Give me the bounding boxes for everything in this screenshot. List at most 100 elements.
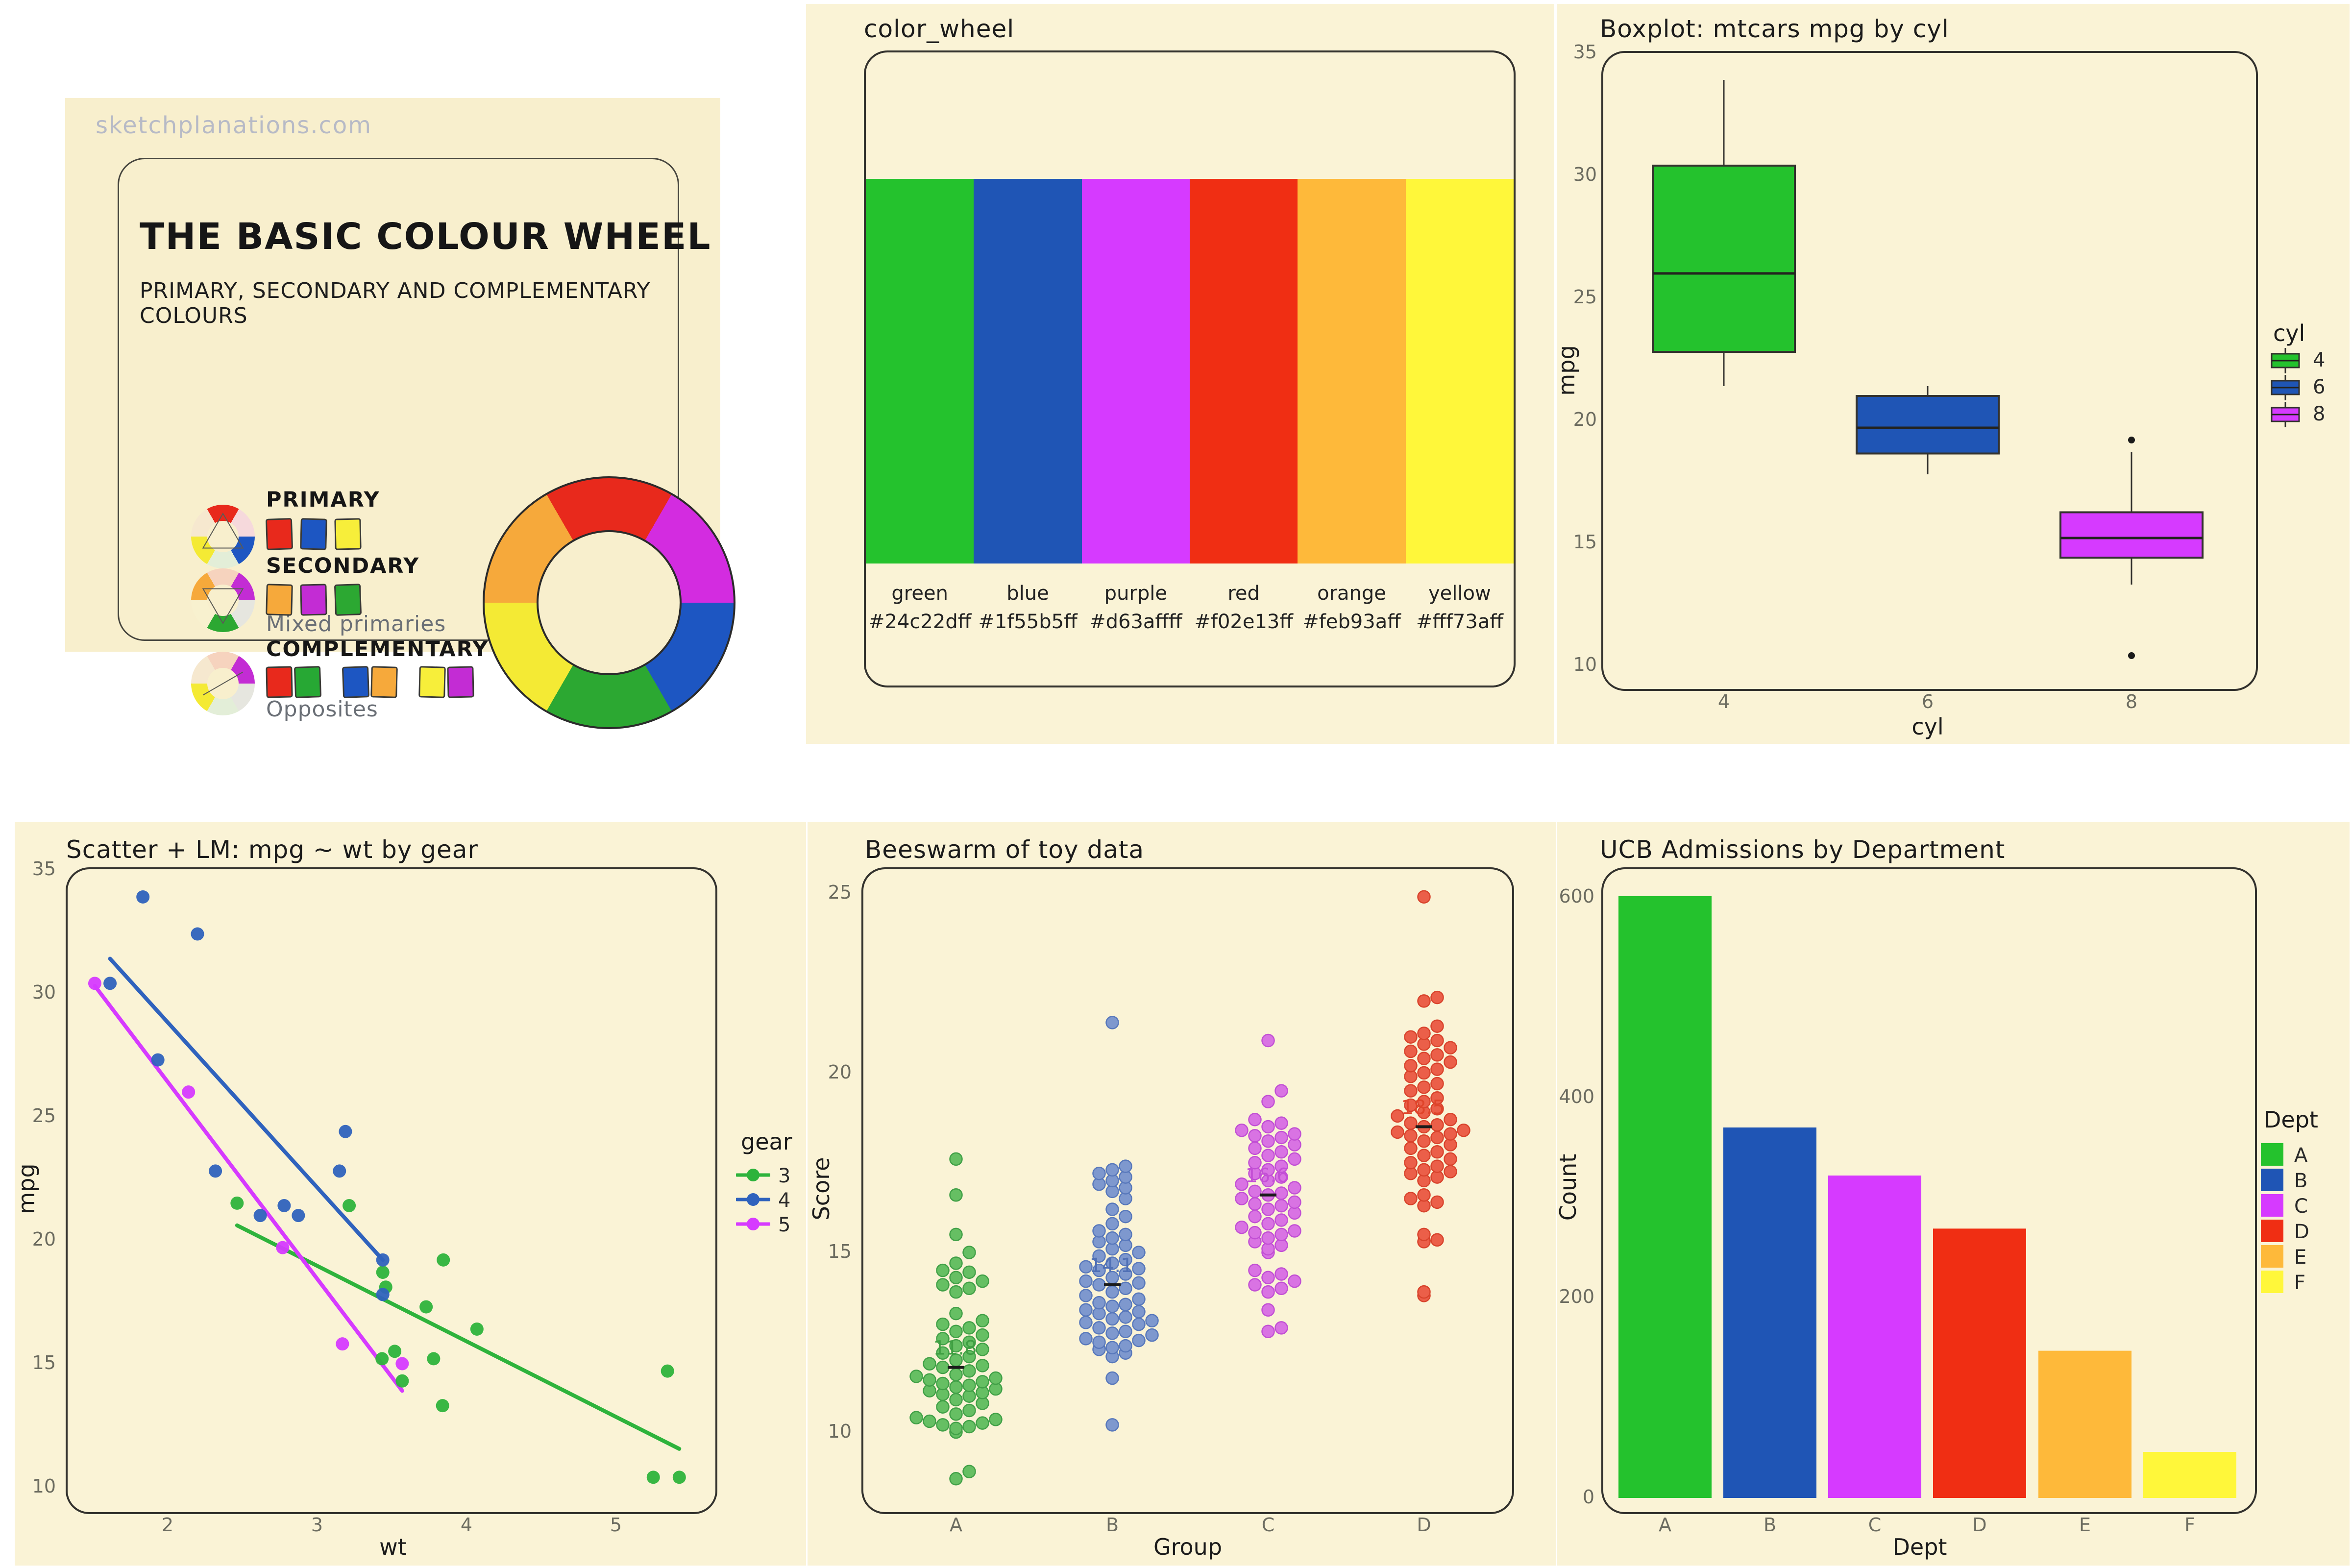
swatch-hex: #f02e13ff <box>1194 611 1293 633</box>
y-tick-label: 0 <box>1582 1486 1594 1508</box>
y-tick-label: 400 <box>1559 1085 1594 1107</box>
y-tick-label: 10 <box>1573 654 1597 675</box>
mini-wheel-hole <box>207 585 239 616</box>
swatch-hex: #feb93aff <box>1302 611 1401 633</box>
color-wheel-panel: color_wheel green #24c22dff blue #1f55b5ff p… <box>806 4 1554 744</box>
mini-wheel-overlay <box>202 671 244 696</box>
x-tick-label: 5 <box>610 1514 622 1536</box>
x-tick-label: 2 <box>161 1514 174 1536</box>
mini-wheel-hole <box>207 521 239 552</box>
legend-title: cyl <box>2273 320 2305 346</box>
y-tick-label: 15 <box>828 1241 852 1262</box>
sketch-row-label: PRIMARY <box>266 488 380 512</box>
x-tick-label: B <box>1763 1514 1777 1536</box>
legend-key-boxplot <box>2271 348 2300 373</box>
legend-title: gear <box>741 1128 792 1155</box>
plot-area <box>66 867 717 1514</box>
x-tick-label: C <box>1261 1514 1275 1536</box>
legend-key-boxplot <box>2271 375 2300 400</box>
y-axis-label: Count <box>1555 1153 1581 1221</box>
x-axis-label: cyl <box>1911 713 1944 740</box>
color-chip <box>266 666 293 698</box>
y-tick-label: 600 <box>1559 885 1594 907</box>
x-tick-label: A <box>1659 1514 1671 1536</box>
y-tick-label: 25 <box>828 882 852 903</box>
color-chip <box>370 666 398 698</box>
mini-colour-wheel-icon <box>191 652 255 715</box>
x-tick-label: A <box>950 1514 962 1536</box>
legend-label: 6 <box>2313 376 2326 398</box>
legend-label: E <box>2294 1246 2307 1269</box>
legend-key-point <box>736 1218 770 1230</box>
color-chip <box>300 518 327 550</box>
swatch-bar <box>1081 179 1190 564</box>
plot-area <box>1601 51 2258 691</box>
bar-canvas <box>1618 896 2236 1498</box>
x-axis-label: Dept <box>1892 1534 1947 1560</box>
y-tick-label: 20 <box>1573 409 1597 430</box>
swatch-name: orange <box>1317 582 1386 605</box>
swatch-bar <box>974 179 1082 564</box>
mini-colour-wheel-icon <box>191 568 255 632</box>
y-tick-label: 200 <box>1559 1286 1594 1308</box>
y-tick-label: 25 <box>1573 286 1597 308</box>
swatch-hex: #d63affff <box>1089 611 1182 633</box>
y-axis-label: mpg <box>1553 345 1580 396</box>
mean-label: 11.8 <box>933 1337 977 1360</box>
y-tick-label: 25 <box>32 1105 56 1127</box>
x-axis-label: wt <box>379 1534 407 1560</box>
legend-key-boxplot <box>2271 402 2300 427</box>
legend-label: 5 <box>778 1214 791 1236</box>
x-tick-label: 4 <box>1717 691 1730 712</box>
mini-colour-wheel-icon <box>191 505 255 568</box>
swatch-name: purple <box>1104 582 1167 605</box>
legend-label: D <box>2294 1221 2309 1243</box>
sketch-title: THE BASIC COLOUR WHEEL <box>140 216 711 258</box>
color-chip <box>334 518 362 550</box>
sketch-row-caption: Opposites <box>266 697 378 722</box>
y-axis-label: mpg <box>13 1163 40 1214</box>
swatch-name: green <box>891 582 948 605</box>
color-chip <box>342 666 370 698</box>
mini-wheel-overlay <box>202 588 244 625</box>
swatch-bar <box>1190 179 1298 564</box>
color-chip <box>294 666 322 698</box>
x-tick-label: F <box>2184 1514 2195 1536</box>
y-tick-label: 10 <box>32 1475 56 1497</box>
legend-key-swatch <box>2261 1245 2283 1268</box>
legend-label: C <box>2294 1195 2308 1218</box>
x-tick-label: 6 <box>1921 691 1934 712</box>
panel-title: Beeswarm of toy data <box>865 835 1145 864</box>
y-tick-label: 35 <box>32 858 56 880</box>
y-tick-label: 30 <box>32 981 56 1003</box>
swatch-bar <box>1405 179 1514 564</box>
swatch-hex: #24c22dff <box>868 611 972 633</box>
x-tick-label: 8 <box>2125 691 2138 712</box>
watermark: sketchplanations.com <box>96 112 372 139</box>
color-chip <box>418 666 446 698</box>
color-chip <box>265 518 294 550</box>
swatch-hex: #1f55b5ff <box>978 611 1078 633</box>
swatch-hex: #fff73aff <box>1416 611 1503 633</box>
y-tick-label: 15 <box>1573 531 1597 553</box>
swatch-name: blue <box>1006 582 1049 605</box>
x-axis-label: Group <box>1153 1534 1223 1560</box>
legend-key-swatch <box>2261 1143 2283 1166</box>
x-tick-label: D <box>1417 1514 1431 1536</box>
swatch-bar <box>866 179 974 564</box>
plot-area <box>861 867 1514 1514</box>
panel-title: Boxplot: mtcars mpg by cyl <box>1600 15 1949 43</box>
sketch-frame <box>118 158 679 641</box>
legend-key-swatch <box>2261 1271 2283 1293</box>
scatter-panel: Scatter + LM: mpg ~ wt by gear mpg wt 35… <box>13 822 806 1566</box>
beeswarm-panel: Beeswarm of toy data 11.8 14.1 16.6 18.5 Sc… <box>808 822 1556 1566</box>
plot-area <box>864 50 1516 687</box>
x-tick-label: 3 <box>311 1514 323 1536</box>
y-tick-label: 10 <box>828 1420 852 1442</box>
color-chip <box>300 584 327 616</box>
panel-title: color_wheel <box>864 15 1015 43</box>
legend-label: 8 <box>2313 403 2326 425</box>
mini-wheel-overlay <box>202 512 244 549</box>
panel-title: UCB Admissions by Department <box>1600 835 2006 864</box>
